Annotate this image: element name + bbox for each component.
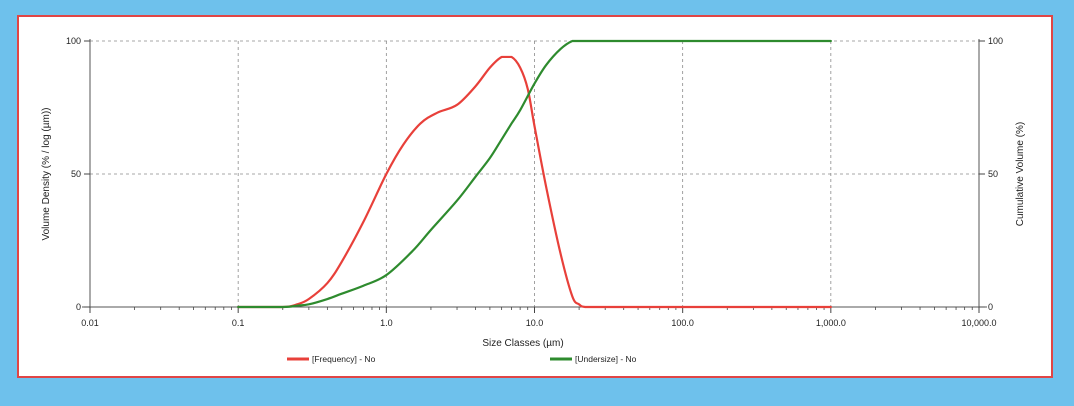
- y2-tick-label: 0: [988, 302, 993, 312]
- x-tick-label: 100.0: [671, 318, 694, 328]
- x-tick-label: 0.01: [81, 318, 99, 328]
- y2-axis-label: Cumulative Volume (%): [1015, 122, 1026, 226]
- legend-label-undersize: [Undersize] - No: [575, 354, 637, 364]
- y-tick-label: 0: [76, 302, 81, 312]
- x-tick-label: 0.1: [232, 318, 245, 328]
- legend-label-frequency: [Frequency] - No: [312, 354, 376, 364]
- chart-frame: 0.01 0.1 1.0 10.0 100.0 1,000.0 10,000.0 0 50 100…: [17, 15, 1053, 378]
- x-tick-label: 10.0: [526, 318, 544, 328]
- series-line-frequency: [237, 55, 832, 309]
- x-tick-label: 1,000.0: [816, 318, 846, 328]
- series: [237, 39, 832, 309]
- y-axis-label: Volume Density (% / log (µm)): [41, 107, 52, 240]
- grid: [90, 40, 980, 307]
- series-line-undersize: [237, 39, 832, 309]
- y2-tick-label: 50: [988, 169, 998, 179]
- x-tick-label: 10,000.0: [961, 318, 996, 328]
- legend: [Frequency] - No [Undersize] - No: [287, 354, 637, 364]
- y-tick-label: 50: [71, 169, 81, 179]
- ticks: 0.01 0.1 1.0 10.0 100.0 1,000.0 10,000.0 0 50 100…: [66, 36, 1003, 328]
- x-tick-label: 1.0: [380, 318, 393, 328]
- chart-svg: 0.01 0.1 1.0 10.0 100.0 1,000.0 10,000.0 0 50 100…: [41, 36, 1026, 364]
- x-axis-label: Size Classes (µm): [482, 338, 563, 349]
- y-tick-label: 100: [66, 36, 81, 46]
- y2-tick-label: 100: [988, 36, 1003, 46]
